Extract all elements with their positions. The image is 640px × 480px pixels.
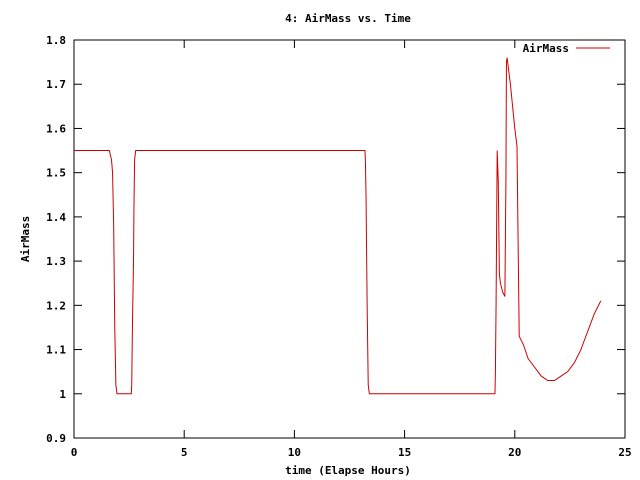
x-tick-label: 5 (181, 446, 188, 459)
x-tick-label: 20 (508, 446, 521, 459)
y-tick-label: 1.2 (46, 299, 66, 312)
y-tick-label: 1.4 (46, 211, 66, 224)
series-group (74, 57, 602, 395)
series-line-airmass (74, 57, 602, 395)
y-tick-label: 1.1 (46, 344, 66, 357)
x-axis-label: time (Elapse Hours) (285, 464, 411, 477)
x-axis: 0 5 10 15 20 25 (71, 40, 632, 459)
y-tick-label: 1 (59, 388, 66, 401)
legend: AirMass (523, 42, 610, 55)
y-tick-label: 1.3 (46, 255, 66, 268)
y-axis-label: AirMass (19, 216, 32, 262)
y-tick-label: 1.7 (46, 78, 66, 91)
x-tick-label: 25 (618, 446, 631, 459)
y-axis: 0.9 1 1.1 1.2 1.3 1.4 1.5 1.6 1.7 1.8 (46, 34, 625, 445)
x-tick-label: 10 (288, 446, 301, 459)
y-tick-label: 1.6 (46, 122, 66, 135)
y-tick-label: 0.9 (46, 432, 66, 445)
chart-title: 4: AirMass vs. Time (285, 12, 411, 25)
x-tick-label: 0 (71, 446, 78, 459)
plot-frame (73, 39, 626, 439)
x-tick-label: 15 (398, 446, 411, 459)
y-tick-label: 1.5 (46, 167, 66, 180)
legend-label: AirMass (523, 42, 569, 55)
y-tick-label: 1.8 (46, 34, 66, 47)
